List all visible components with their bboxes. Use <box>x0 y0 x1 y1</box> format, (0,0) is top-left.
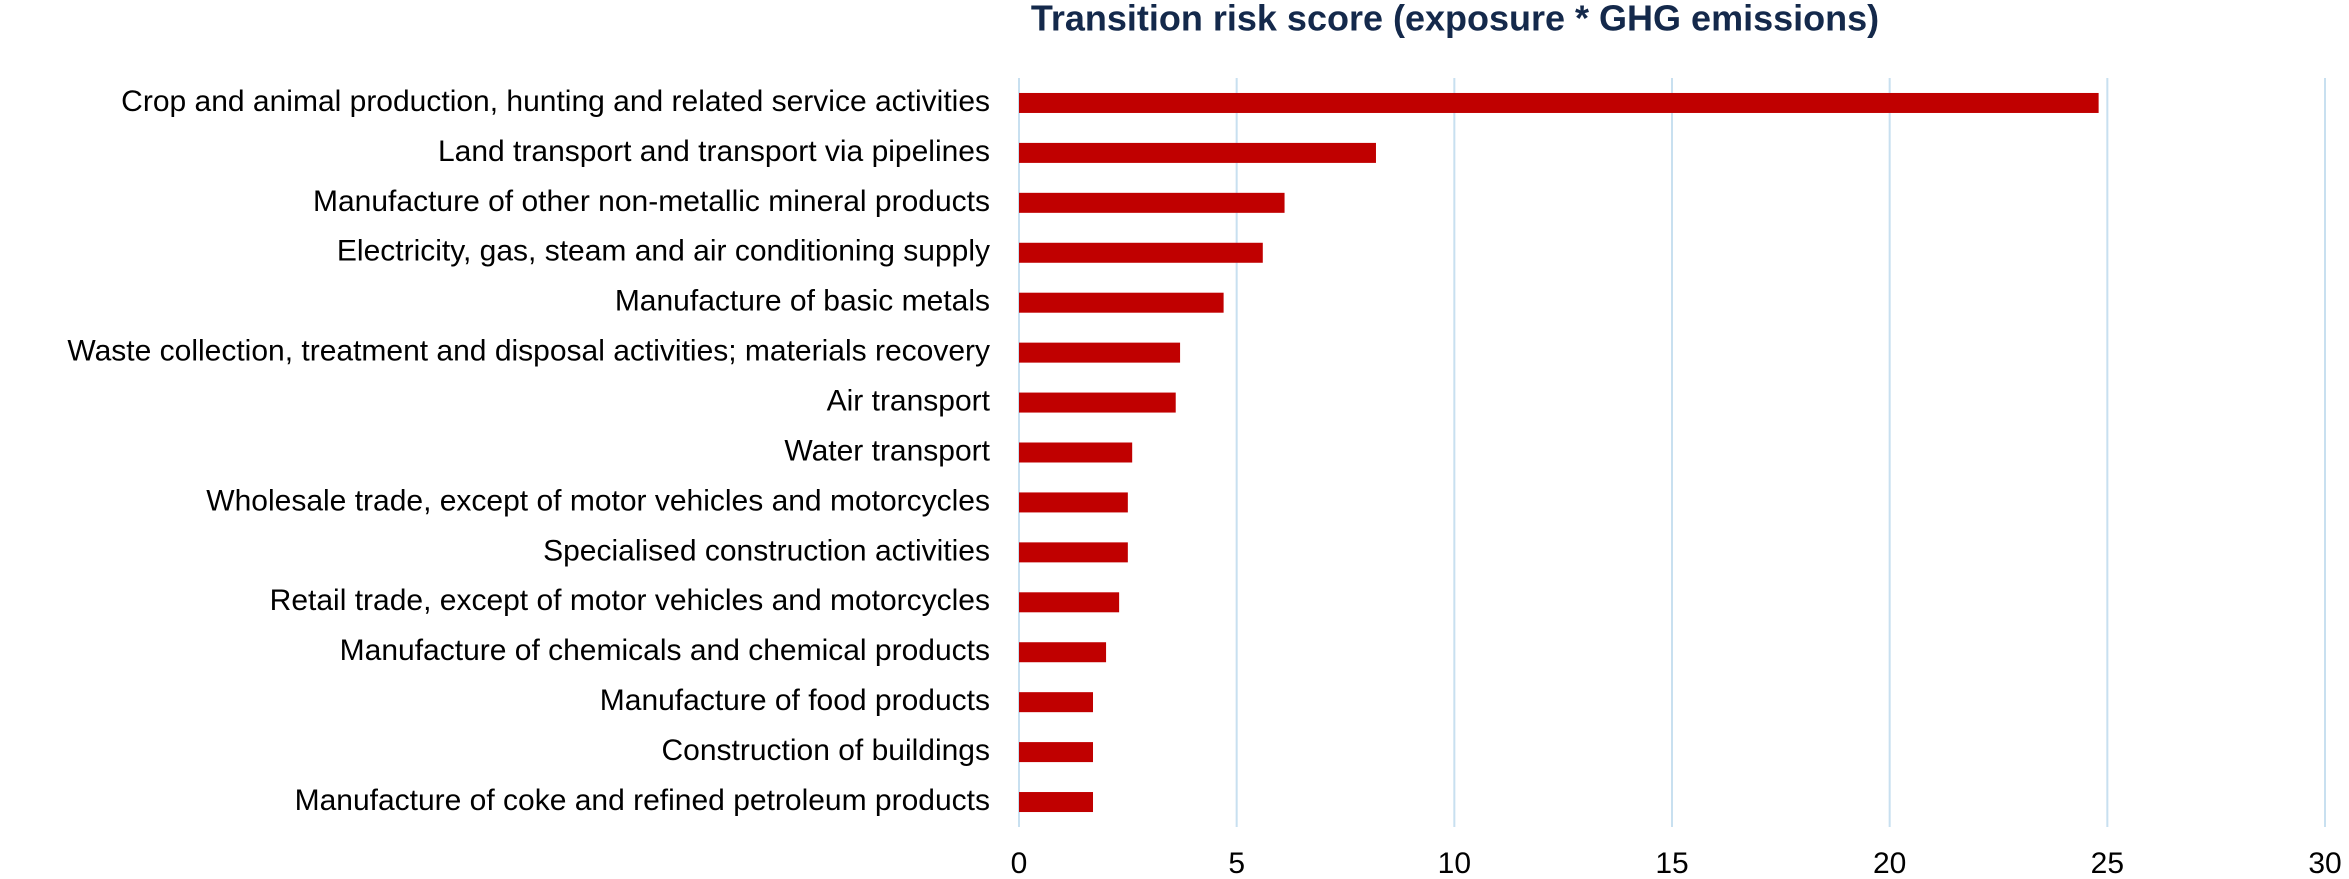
bar <box>1019 792 1094 813</box>
y-tick-label: Waste collection, treatment and disposal… <box>67 335 990 368</box>
x-tick-label: 15 <box>1655 847 1688 879</box>
y-tick-label: Manufacture of basic metals <box>615 285 990 318</box>
y-tick-label: Wholesale trade, except of motor vehicle… <box>206 484 990 517</box>
x-tick-label: 0 <box>1011 847 1028 879</box>
y-tick-label: Manufacture of chemicals and chemical pr… <box>340 634 990 667</box>
y-tick-label: Electricity, gas, steam and air conditio… <box>337 235 990 268</box>
y-tick-label: Construction of buildings <box>661 734 990 767</box>
bar <box>1019 142 1376 163</box>
y-tick-label: Retail trade, except of motor vehicles a… <box>270 584 990 617</box>
y-tick-label: Land transport and transport via pipelin… <box>438 135 990 168</box>
y-tick-label: Manufacture of other non-metallic minera… <box>313 185 990 218</box>
bar <box>1019 192 1285 213</box>
x-tick-label: 20 <box>1873 847 1906 879</box>
x-tick-label: 10 <box>1438 847 1471 879</box>
y-tick-label: Manufacture of coke and refined petroleu… <box>295 784 990 817</box>
y-tick-label: Water transport <box>784 434 990 467</box>
bar <box>1019 342 1181 363</box>
bar <box>1019 442 1133 463</box>
y-tick-label: Manufacture of food products <box>600 684 990 717</box>
bar <box>1019 542 1128 563</box>
bar <box>1019 292 1224 313</box>
y-tick-label: Specialised construction activities <box>543 534 990 567</box>
bar <box>1019 642 1107 663</box>
bar <box>1019 492 1128 513</box>
bar <box>1019 242 1263 263</box>
bar <box>1019 692 1094 713</box>
y-tick-label: Air transport <box>827 384 991 417</box>
bar <box>1019 392 1176 413</box>
bar <box>1019 592 1120 613</box>
x-tick-label: 30 <box>2308 847 2341 879</box>
y-tick-label: Crop and animal production, hunting and … <box>121 85 990 118</box>
chart-title: Transition risk score (exposure * GHG em… <box>1031 0 1879 39</box>
bar <box>1019 92 2099 113</box>
bar <box>1019 742 1094 763</box>
x-tick-label: 5 <box>1228 847 1245 879</box>
x-tick-label: 25 <box>2091 847 2124 879</box>
